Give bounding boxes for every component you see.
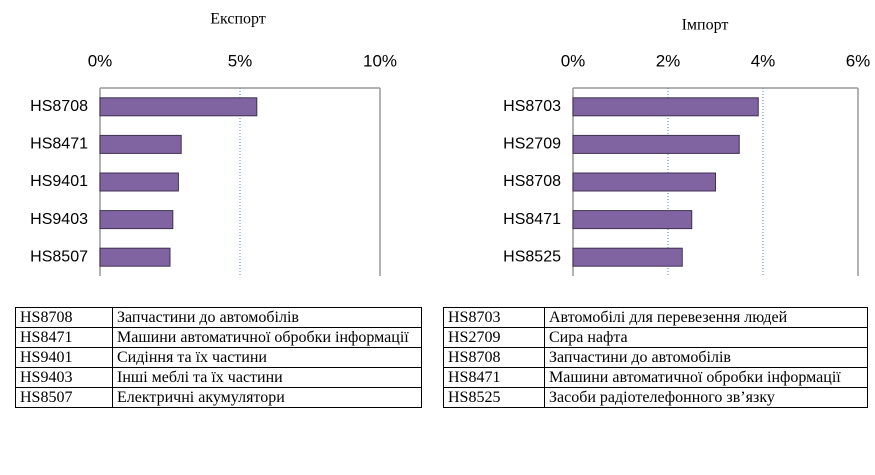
- description-cell: Електричні акумулятори: [112, 387, 422, 408]
- description-cell: Машини автоматичної обробки інформації: [112, 327, 422, 348]
- table-row: HS8703 Автомобілі для перевезення людей: [443, 307, 868, 328]
- y-tick-label: HS9403: [30, 211, 88, 228]
- code-cell: HS8471: [443, 367, 545, 388]
- legend-table: HS8708 Запчастини до автомобілів HS8471 Маш…: [15, 307, 422, 408]
- bar: [572, 97, 759, 117]
- description-cell: Інші меблі та їх частини: [112, 367, 422, 388]
- code-cell: HS9403: [15, 367, 113, 388]
- x-tick-label: 6%: [846, 51, 871, 70]
- bar: [572, 134, 740, 154]
- code-cell: HS8525: [443, 387, 545, 408]
- description-cell: Запчастини до автомобілів: [112, 307, 422, 328]
- table-row: HS9403 Інші меблі та їх частини: [15, 367, 422, 388]
- description-cell: Машини автоматичної обробки інформації: [544, 367, 868, 388]
- description-cell: Запчастини до автомобілів: [544, 347, 868, 368]
- table-row: HS9401 Сидіння та їх частини: [15, 347, 422, 368]
- x-tick-label: 5%: [228, 51, 253, 70]
- bar: [99, 172, 179, 192]
- bar: [572, 247, 683, 267]
- table-row: HS2709 Сира нафта: [443, 327, 868, 348]
- bar: [99, 134, 182, 154]
- table-row: HS8471 Машини автоматичної обробки інформ…: [15, 327, 422, 348]
- code-cell: HS2709: [443, 327, 545, 348]
- table-row: HS8507 Електричні акумулятори: [15, 387, 422, 408]
- y-tick-label: HS2709: [503, 136, 561, 153]
- x-tick-label: 2%: [656, 51, 681, 70]
- bar: [99, 247, 171, 267]
- y-tick-label: HS9401: [30, 173, 88, 190]
- charts: Експорт 0% 5% 10% HS8708 HS8471 HS9401 HS9403 HS…: [30, 11, 871, 276]
- description-cell: Засоби радіотелефонного зв’язку: [544, 387, 868, 408]
- table-row: HS8471 Машини автоматичної обробки інформ…: [443, 367, 868, 388]
- code-cell: HS8708: [443, 347, 545, 368]
- description-cell: Сира нафта: [544, 327, 868, 348]
- x-tick-label: 10%: [363, 51, 397, 70]
- legend-table: HS8703 Автомобілі для перевезення людей HS…: [443, 307, 868, 408]
- bar: [99, 97, 258, 117]
- description-cell: Автомобілі для перевезення людей: [544, 307, 868, 328]
- y-tick-label: HS8703: [503, 98, 561, 115]
- chart-title: Імпорт: [682, 17, 729, 34]
- y-tick-label: HS8708: [30, 98, 88, 115]
- y-tick-label: HS8471: [503, 211, 561, 228]
- table-row: HS8708 Запчастини до автомобілів: [443, 347, 868, 368]
- x-tick-label: 4%: [751, 51, 776, 70]
- y-tick-label: HS8708: [503, 173, 561, 190]
- code-cell: HS9401: [15, 347, 113, 368]
- code-cell: HS8471: [15, 327, 113, 348]
- description-cell: Сидіння та їх частини: [112, 347, 422, 368]
- y-tick-label: HS8471: [30, 136, 88, 153]
- bar: [572, 210, 693, 230]
- bar: [99, 210, 174, 230]
- x-tick-label: 0%: [561, 51, 586, 70]
- table-row: HS8708 Запчастини до автомобілів: [15, 307, 422, 328]
- y-tick-label: HS8525: [503, 248, 561, 265]
- code-cell: HS8507: [15, 387, 113, 408]
- x-tick-label: 0%: [88, 51, 113, 70]
- bar: [572, 172, 716, 192]
- chart-title: Експорт: [210, 11, 266, 28]
- code-cell: HS8708: [15, 307, 113, 328]
- y-tick-label: HS8507: [30, 248, 88, 265]
- code-cell: HS8703: [443, 307, 545, 328]
- table-row: HS8525 Засоби радіотелефонного зв’язку: [443, 387, 868, 408]
